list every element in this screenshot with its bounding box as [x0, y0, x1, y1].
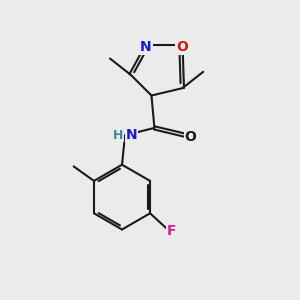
Text: O: O — [176, 40, 188, 54]
Text: H: H — [112, 128, 123, 142]
Text: N: N — [126, 128, 137, 142]
Text: O: O — [185, 130, 197, 144]
Text: F: F — [167, 224, 176, 238]
Text: N: N — [140, 40, 152, 54]
